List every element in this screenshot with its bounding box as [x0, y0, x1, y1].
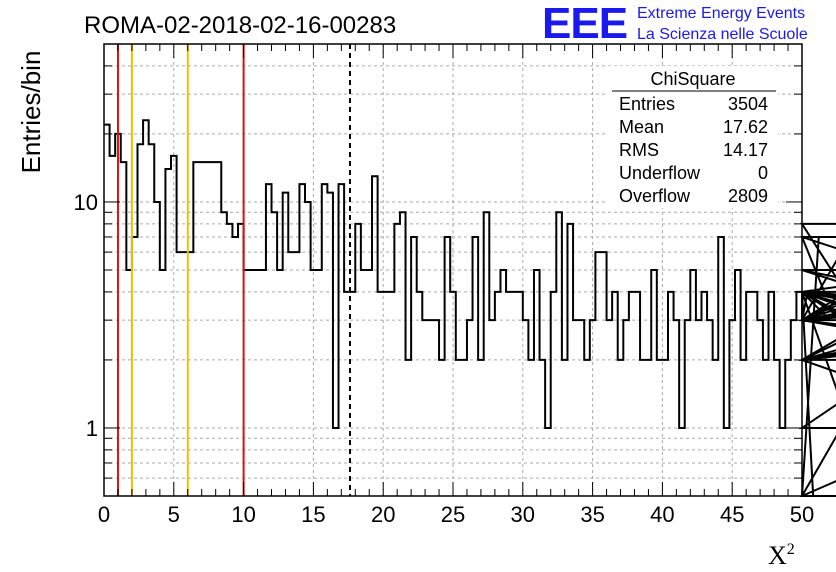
- chart-title: ROMA-02-2018-02-16-00283: [84, 12, 396, 39]
- x-tick-label: 30: [511, 502, 535, 527]
- x-tick-label: 50: [790, 502, 814, 527]
- y-tick-label: 10: [74, 190, 98, 215]
- x-tick-label: 20: [371, 502, 395, 527]
- logo-line-1: Extreme Energy Events: [637, 5, 805, 22]
- stats-label: Underflow: [619, 163, 701, 183]
- x-tick-label: 0: [98, 502, 110, 527]
- stats-label: Mean: [619, 117, 664, 137]
- histogram-bars: [104, 119, 836, 497]
- tick-labels: 0 5 10 15 20 25 30 35 40 45 50 1 10: [74, 190, 815, 527]
- x-tick-label: 40: [650, 502, 674, 527]
- x-axis-label-superscript: 2: [787, 541, 795, 558]
- eee-logo-mark: EEE: [542, 0, 627, 48]
- histogram-outline: [104, 119, 836, 497]
- eee-logo: EEE Extreme Energy Events La Scienza nel…: [542, 0, 808, 48]
- x-tick-label: 10: [231, 502, 255, 527]
- axis-ticks: [103, 44, 803, 496]
- stats-value: 2809: [728, 186, 768, 206]
- x-axis-label-main: X: [768, 541, 787, 570]
- stats-box-background: [608, 66, 778, 208]
- x-tick-label: 25: [441, 502, 465, 527]
- stats-value: 3504: [728, 94, 768, 114]
- stats-value: 17.62: [723, 117, 768, 137]
- x-tick-label: 15: [301, 502, 325, 527]
- x-tick-label: 5: [168, 502, 180, 527]
- vertical-marker-lines: [116, 44, 351, 496]
- stats-box-title: ChiSquare: [650, 69, 735, 89]
- stats-rows: Entries 3504 Mean 17.62 RMS 14.17 Underflow 0 Ov…: [619, 94, 768, 206]
- stats-label: Entries: [619, 94, 675, 114]
- logo-line-2: La Scienza nelle Scuole: [637, 26, 808, 43]
- stats-label: Overflow: [619, 186, 691, 206]
- stats-value: 14.17: [723, 140, 768, 160]
- x-tick-label: 45: [720, 502, 744, 527]
- x-tick-label: 35: [580, 502, 604, 527]
- x-axis-label: X2: [768, 541, 795, 570]
- stats-box: ChiSquare Entries 3504 Mean 17.62 RMS 14.17 Un…: [608, 66, 778, 208]
- y-tick-label: 1: [86, 416, 98, 441]
- stats-label: RMS: [619, 140, 659, 160]
- y-axis-label: Entries/bin: [16, 51, 46, 174]
- stats-value: 0: [758, 163, 768, 183]
